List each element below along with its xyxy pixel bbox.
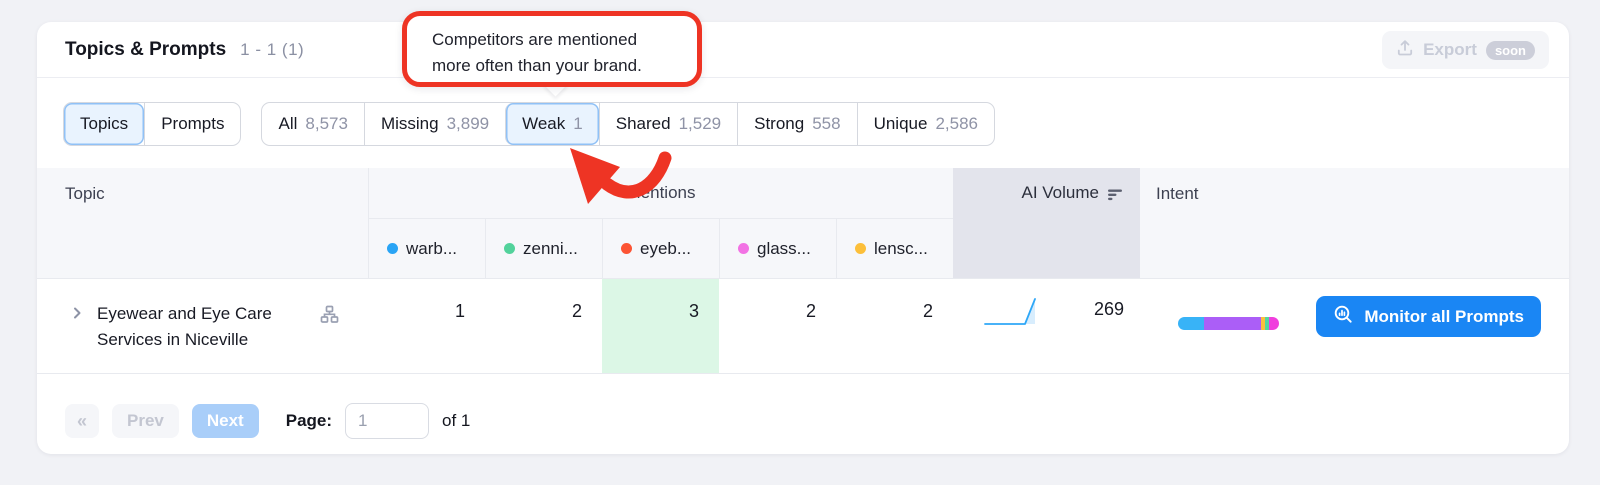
tab-prompts[interactable]: Prompts xyxy=(144,103,240,145)
intent-distribution-bar[interactable] xyxy=(1178,317,1279,330)
filter-missing[interactable]: Missing 3,899 xyxy=(363,103,505,145)
table-row: Eyewear and Eye Care Services in Nicevil… xyxy=(37,279,1569,374)
filter-unique[interactable]: Unique 2,586 xyxy=(856,103,994,145)
filter-missing-count: 3,899 xyxy=(446,114,490,133)
results-range: 1 - 1 (1) xyxy=(240,39,305,59)
tab-topics-label: Topics xyxy=(80,114,129,133)
intent-segment xyxy=(1264,317,1269,330)
filter-weak-count: 1 xyxy=(573,114,583,133)
ai-volume-value: 269 xyxy=(1093,299,1124,319)
filter-all[interactable]: All 8,573 xyxy=(278,114,348,133)
pagination-bar: « Prev Next Page: of 1 xyxy=(37,373,1569,454)
topic-hierarchy-icon[interactable] xyxy=(319,304,340,373)
brand-dot xyxy=(387,243,398,254)
intent-segment xyxy=(1260,317,1265,330)
monitor-all-prompts-button[interactable]: Monitor all Prompts xyxy=(1316,296,1541,337)
next-page-button[interactable]: Next xyxy=(191,404,259,438)
trend-sparkline xyxy=(983,295,1041,332)
filter-row: Topics Prompts All 8,573 Missing 3,899 W… xyxy=(63,102,1569,146)
sort-descending-icon xyxy=(1107,187,1124,278)
page-number-input[interactable] xyxy=(345,403,430,439)
topics-prompts-panel: Topics & Prompts 1 - 1 (1) Export soon T… xyxy=(37,22,1569,454)
prev-page-button[interactable]: Prev xyxy=(112,404,179,438)
brand-column-lensc[interactable]: lensc... xyxy=(836,218,953,278)
callout-text-line1: Competitors are mentioned xyxy=(432,30,638,49)
monitor-magnifier-icon xyxy=(1333,304,1354,330)
callout-tooltip: Competitors are mentioned more often tha… xyxy=(402,11,702,87)
topic-name[interactable]: Eyewear and Eye Care Services in Nicevil… xyxy=(97,304,272,349)
soon-badge: soon xyxy=(1485,40,1535,60)
filter-strong[interactable]: Strong 558 xyxy=(737,103,856,145)
intent-segment xyxy=(1268,317,1279,330)
intent-cell xyxy=(1140,279,1290,373)
export-icon xyxy=(1396,39,1414,62)
column-header-intent: Intent xyxy=(1140,168,1290,278)
export-label: Export xyxy=(1423,40,1477,59)
page-title: Topics & Prompts xyxy=(65,38,227,60)
table-header: Topic Mentions AI Volume Intent warb... … xyxy=(37,168,1569,279)
topics-table: Topic Mentions AI Volume Intent warb... … xyxy=(37,168,1569,374)
view-toggle: Topics Prompts xyxy=(63,102,242,146)
callout-text-line2: more often than your brand. xyxy=(432,56,642,75)
filter-all-count: 8,573 xyxy=(305,114,348,133)
column-header-actions xyxy=(1290,168,1569,278)
column-header-topic[interactable]: Topic xyxy=(37,168,368,278)
page-total: of 1 xyxy=(442,411,471,430)
mention-count-warb: 1 xyxy=(454,301,465,321)
export-button[interactable]: Export soon xyxy=(1382,31,1549,69)
mention-count-eyeb-highlighted: 3 xyxy=(602,279,719,373)
filter-strong-count: 558 xyxy=(812,114,841,133)
column-header-ai-volume[interactable]: AI Volume xyxy=(953,168,1140,278)
brand-dot xyxy=(738,243,749,254)
brand-column-eyeb[interactable]: eyeb... xyxy=(602,218,719,278)
filter-shared[interactable]: Shared 1,529 xyxy=(598,103,737,145)
topic-cell: Eyewear and Eye Care Services in Nicevil… xyxy=(37,279,368,373)
ai-volume-cell: 269 xyxy=(953,279,1140,373)
filter-weak[interactable]: Weak 1 xyxy=(505,103,599,145)
brand-column-warb[interactable]: warb... xyxy=(368,218,485,278)
page-label: Page: xyxy=(285,411,333,430)
annotation-arrow-icon xyxy=(570,148,672,204)
intent-segment xyxy=(1178,317,1205,330)
intent-segment xyxy=(1204,317,1261,330)
brand-dot xyxy=(621,243,632,254)
brand-dot xyxy=(504,243,515,254)
brand-column-zenni[interactable]: zenni... xyxy=(485,218,602,278)
filter-shared-count: 1,529 xyxy=(678,114,722,133)
tab-prompts-label: Prompts xyxy=(161,114,225,133)
monitor-button-label: Monitor all Prompts xyxy=(1364,306,1524,326)
mention-filter-group: All 8,573 Missing 3,899 Weak 1 Shared 1,… xyxy=(261,102,995,146)
expand-row-icon[interactable] xyxy=(70,306,84,373)
mention-count-zenni: 2 xyxy=(571,301,582,321)
filter-unique-count: 2,586 xyxy=(935,114,978,133)
mention-count-glass: 2 xyxy=(805,301,816,321)
actions-cell: Monitor all Prompts xyxy=(1290,279,1569,373)
tab-topics[interactable]: Topics xyxy=(64,103,145,145)
brand-dot xyxy=(855,243,866,254)
first-page-button[interactable]: « xyxy=(65,404,99,438)
panel-header: Topics & Prompts 1 - 1 (1) Export soon xyxy=(37,22,1569,78)
mention-count-lensc: 2 xyxy=(922,301,933,321)
brand-column-glass[interactable]: glass... xyxy=(719,218,836,278)
